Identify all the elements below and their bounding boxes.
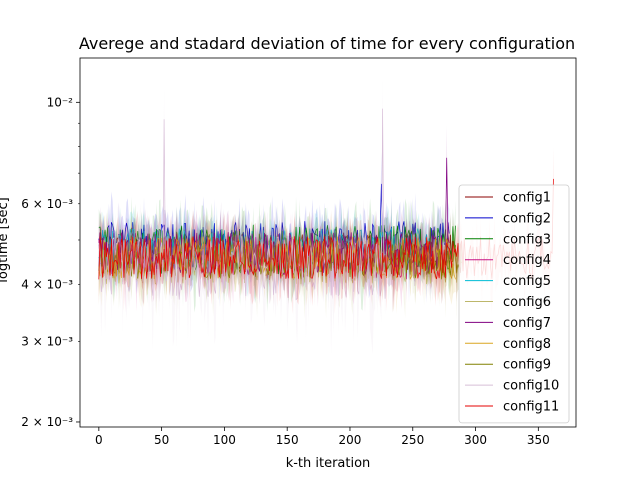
x-tick-label: 200	[339, 433, 362, 447]
y-major-tick-label: 2 × 10⁻³	[21, 415, 73, 429]
y-axis-label: logtime [sec]	[0, 197, 11, 282]
series-line-config10	[98, 108, 387, 301]
legend-label-config3: config3	[503, 232, 551, 247]
x-tick-label: 100	[213, 433, 236, 447]
series-band-config10	[98, 76, 387, 355]
legend-label-config9: config9	[503, 358, 551, 373]
y-minor-tick-label: 3 × 10⁻³	[21, 334, 73, 348]
legend-label-config1: config1	[503, 191, 551, 206]
series-band-config2	[98, 151, 450, 308]
chart-title: Averege and stadard deviation of time fo…	[79, 34, 575, 53]
series-band-config8	[98, 209, 456, 314]
legend-box	[458, 184, 570, 424]
legend-label-config5: config5	[503, 274, 551, 289]
x-tick-label: 350	[527, 433, 550, 447]
axes-frame	[79, 57, 577, 428]
legend-label-config4: config4	[503, 253, 551, 268]
x-axis-label: k-th iteration	[286, 456, 371, 471]
plot-area	[79, 57, 577, 428]
x-tick-label: 150	[276, 433, 299, 447]
legend: config1 config2 config3 config4 config5 confi…	[458, 184, 570, 424]
axis-ticks: 0 50 100 150 200 250 300 350 2 × 10⁻³ 10⁻² 3 × 10⁻…	[21, 95, 550, 447]
legend-label-config6: config6	[503, 295, 551, 310]
y-major-tick-label: 10⁻²	[47, 95, 74, 109]
y-minor-tick-label: 6 × 10⁻³	[21, 197, 73, 211]
x-tick-label: 300	[464, 433, 487, 447]
x-tick-label: 50	[154, 433, 169, 447]
legend-label-config10: config10	[503, 379, 559, 394]
legend-label-config2: config2	[503, 211, 551, 226]
x-tick-label: 250	[401, 433, 424, 447]
legend-label-config8: config8	[503, 337, 551, 352]
legend-label-config11: config11	[503, 400, 559, 415]
y-minor-tick-label: 4 × 10⁻³	[21, 277, 73, 291]
legend-label-config7: config7	[503, 316, 551, 331]
x-tick-label: 0	[95, 433, 103, 447]
